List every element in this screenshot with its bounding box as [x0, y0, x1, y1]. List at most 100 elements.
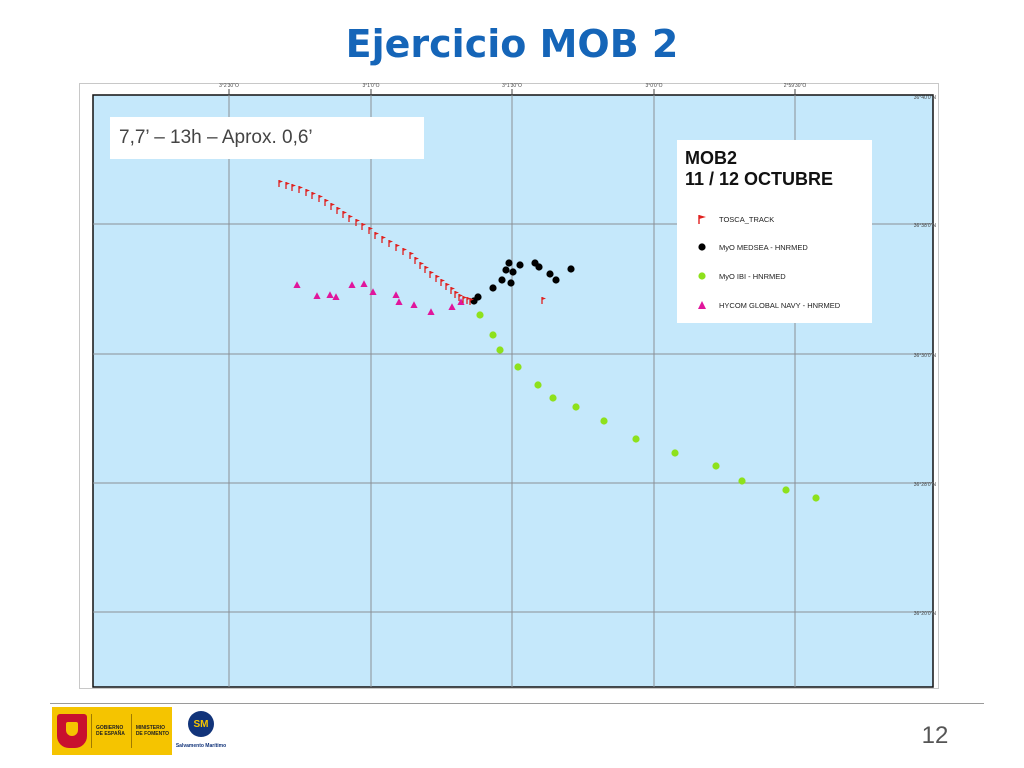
legend-label-ibi: MyO IBI - HNRMED	[719, 271, 786, 281]
tosca-marker	[463, 296, 467, 299]
lon-label-1: 3°2'30"O	[219, 83, 239, 89]
tosca-marker	[369, 227, 373, 230]
legend-label-medsea: MyO MEDSEA - HNRMED	[719, 242, 808, 252]
flag-icon	[698, 215, 706, 224]
ministry-text: MINISTERIO DE FOMENTO	[130, 714, 170, 748]
annotation-text: 7,7’ – 13h – Aprox. 0,6’	[119, 127, 313, 148]
hycom-marker	[360, 280, 368, 287]
tosca-marker	[279, 180, 283, 183]
tosca-marker	[446, 283, 450, 286]
ibi-marker	[738, 477, 746, 485]
tosca-marker	[382, 236, 386, 239]
hycom-marker	[293, 281, 301, 288]
tosca-marker	[455, 291, 459, 294]
tosca-marker	[356, 219, 360, 222]
coat-of-arms-icon	[57, 714, 87, 748]
ibi-marker	[489, 331, 497, 339]
legend-item-hycom: HYCOM GLOBAL NAVY - HNRMED	[697, 298, 840, 312]
tosca-marker	[459, 294, 463, 297]
medsea-marker	[507, 279, 515, 287]
salvamento-maritimo-logo: SM Salvamento Marítimo	[174, 707, 228, 755]
annotation-box: 7,7’ – 13h – Aprox. 0,6’	[110, 117, 424, 159]
medsea-marker	[509, 268, 517, 276]
tosca-marker	[331, 203, 335, 206]
tosca-marker	[319, 195, 323, 198]
lat-label-1: 36°40'0"N	[914, 95, 937, 101]
ibi-marker	[600, 417, 608, 425]
legend-item-tosca: TOSCA_TRACK	[697, 212, 774, 226]
tosca-marker	[337, 207, 341, 210]
hycom-marker	[332, 293, 340, 300]
tosca-marker	[436, 275, 440, 278]
ibi-marker	[549, 394, 557, 402]
legend-title-line1: MOB2	[685, 148, 738, 168]
hycom-marker	[348, 281, 356, 288]
lon-label-4: 3°0'0"O	[646, 83, 663, 89]
tosca-marker	[396, 244, 400, 247]
gobierno-espana-logo: GOBIERNO DE ESPAÑA MINISTERIO DE FOMENTO	[52, 707, 172, 755]
tosca-marker	[312, 192, 316, 195]
tosca-marker	[415, 257, 419, 260]
legend-item-medsea: MyO MEDSEA - HNRMED	[697, 240, 808, 254]
ibi-marker	[632, 435, 640, 443]
lon-label-2: 3°1'0"O	[363, 83, 380, 89]
medsea-marker	[552, 276, 560, 284]
tosca-marker	[467, 297, 471, 300]
tosca-marker	[306, 189, 310, 192]
hycom-marker	[448, 303, 456, 310]
ibi-marker	[514, 363, 522, 371]
ibi-marker	[534, 381, 542, 389]
ministry-line2: DE FOMENTO	[135, 731, 170, 737]
hycom-marker	[395, 298, 403, 305]
ibi-marker	[572, 403, 580, 411]
tosca-marker	[375, 232, 379, 235]
tosca-marker	[425, 266, 429, 269]
grid-ticks	[228, 89, 796, 95]
medsea-marker	[546, 270, 554, 278]
lat-label-5: 36°20'0"N	[914, 611, 937, 617]
medsea-marker	[474, 293, 482, 301]
legend-label-tosca: TOSCA_TRACK	[719, 214, 775, 224]
hycom-marker	[410, 301, 418, 308]
lat-label-2: 36°38'0"N	[914, 223, 937, 229]
tosca-marker	[286, 182, 290, 185]
tosca-marker	[542, 297, 546, 300]
hycom-marker	[457, 298, 465, 305]
medsea-marker	[505, 259, 513, 267]
hycom-marker	[369, 288, 377, 295]
ibi-marker	[496, 346, 504, 354]
tosca-marker	[343, 211, 347, 214]
tosca-marker	[420, 262, 424, 265]
ministry-line1: MINISTERIO	[135, 725, 165, 731]
ibi-marker	[476, 311, 484, 319]
gov-line1: GOBIERNO	[96, 725, 124, 731]
ibi-marker	[712, 462, 720, 470]
medsea-marker	[516, 261, 524, 269]
ibi-marker	[782, 486, 790, 494]
legend-title-line2: 11 / 12 OCTUBRE	[685, 169, 834, 189]
lat-label-3: 36°30'0"N	[914, 353, 937, 359]
gov-text: GOBIERNO DE ESPAÑA	[91, 714, 125, 748]
hycom-marker	[392, 291, 400, 298]
tosca-marker	[349, 215, 353, 218]
hycom-marker	[326, 291, 334, 298]
tosca-marker	[430, 271, 434, 274]
tosca-marker	[410, 252, 414, 255]
dot-icon	[698, 272, 706, 280]
sm-emblem-icon: SM	[188, 711, 214, 737]
slide-title: Ejercicio MOB 2	[345, 22, 679, 66]
tosca-marker	[403, 248, 407, 251]
lon-label-3: 3°1'30"O	[502, 83, 522, 89]
tracks-layer	[278, 180, 820, 502]
dot-icon	[698, 243, 706, 251]
ibi-marker	[671, 449, 679, 457]
legend: MOB2 11 / 12 OCTUBRE TOSCA_TRACK MyO MED…	[677, 140, 872, 323]
tosca-marker	[470, 298, 474, 301]
medsea-marker	[489, 284, 497, 292]
hycom-marker	[427, 308, 435, 315]
medsea-marker	[498, 276, 506, 284]
page-number: 12	[921, 722, 949, 749]
gov-line2: DE ESPAÑA	[96, 731, 125, 737]
tosca-marker	[441, 279, 445, 282]
triangle-icon	[698, 301, 706, 309]
